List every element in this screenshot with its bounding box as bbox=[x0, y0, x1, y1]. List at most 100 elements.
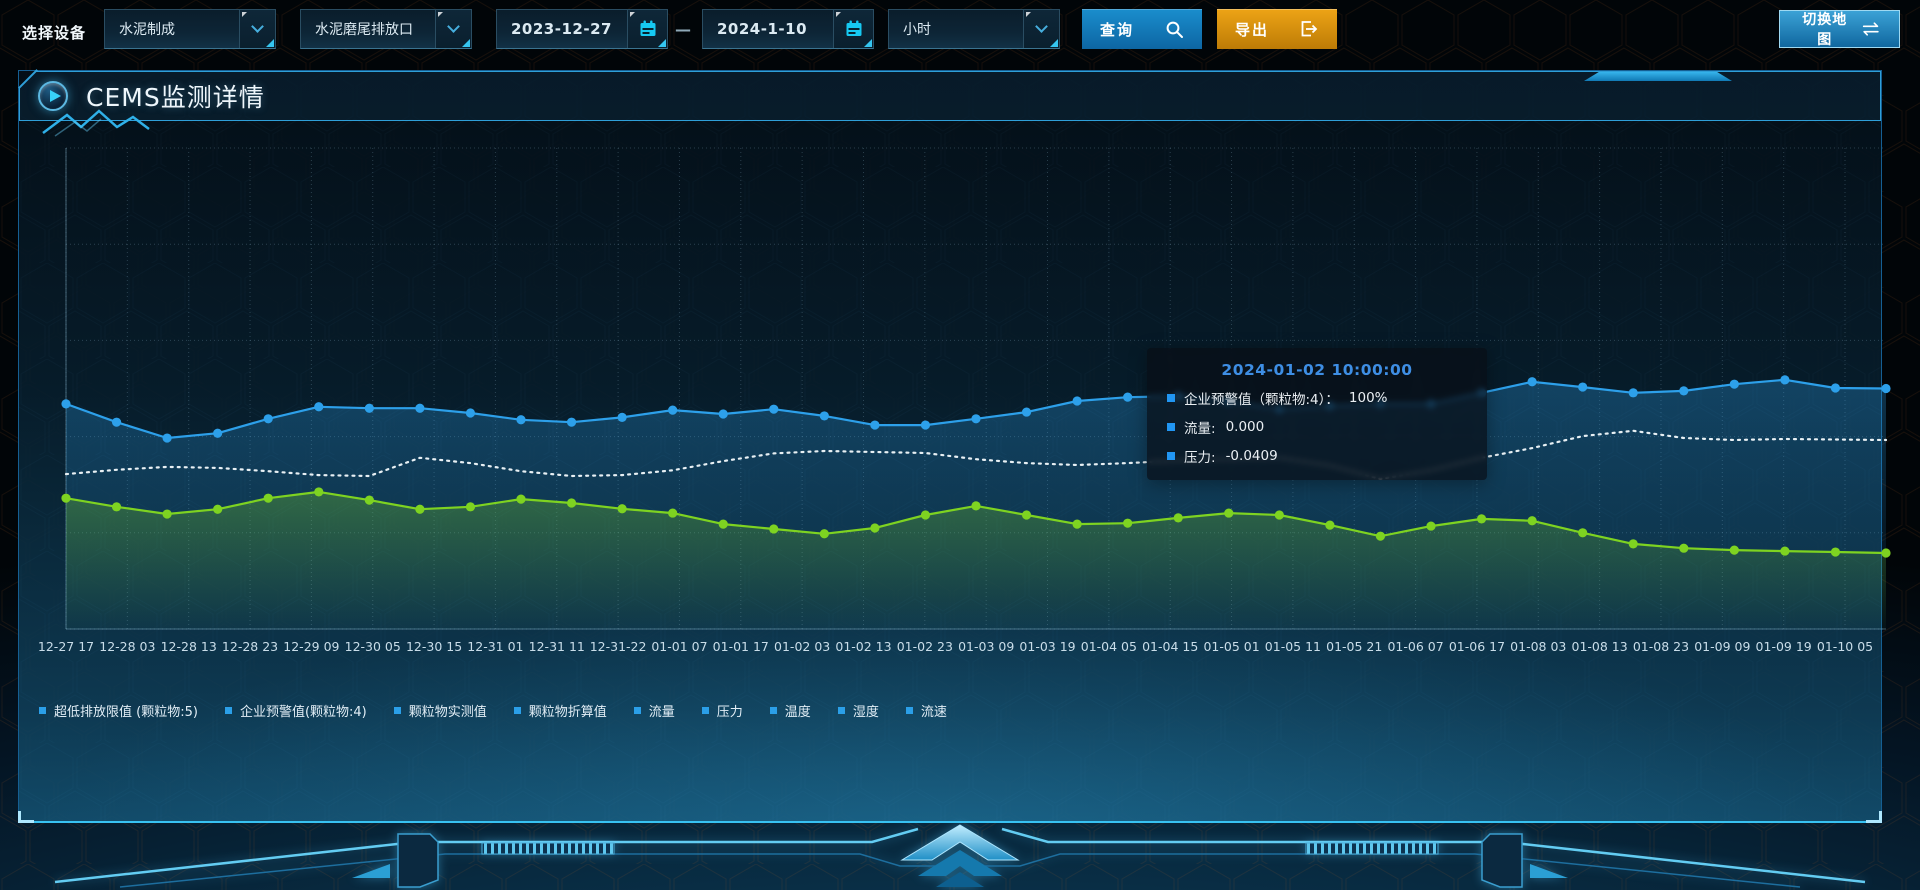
data-point[interactable] bbox=[971, 414, 981, 424]
data-point[interactable] bbox=[1375, 399, 1386, 409]
data-point[interactable] bbox=[819, 411, 829, 421]
data-point[interactable] bbox=[1780, 546, 1790, 556]
query-button[interactable]: 查询 bbox=[1082, 9, 1202, 49]
data-point[interactable] bbox=[1173, 513, 1183, 523]
data-point[interactable] bbox=[920, 420, 931, 430]
data-point[interactable] bbox=[566, 498, 577, 508]
data-point[interactable] bbox=[920, 510, 931, 520]
series-line-流量[interactable] bbox=[64, 429, 1888, 480]
data-point[interactable] bbox=[1021, 510, 1032, 520]
outlet-select[interactable]: 水泥磨尾排放口 bbox=[300, 9, 472, 49]
data-point[interactable] bbox=[516, 415, 526, 425]
data-point[interactable] bbox=[415, 403, 425, 413]
play-icon[interactable] bbox=[38, 81, 68, 111]
data-point[interactable] bbox=[263, 414, 273, 424]
data-point[interactable] bbox=[1274, 510, 1284, 520]
data-point[interactable] bbox=[1072, 519, 1082, 529]
data-point[interactable] bbox=[1830, 547, 1841, 557]
legend-item[interactable]: 企业预警值(颗粒物:4) bbox=[224, 701, 367, 720]
data-point[interactable] bbox=[61, 493, 71, 503]
data-point[interactable] bbox=[314, 402, 324, 412]
legend-item[interactable]: 流量 bbox=[633, 701, 675, 720]
data-point[interactable] bbox=[1628, 388, 1638, 398]
interval-dropdown-toggle[interactable] bbox=[1023, 10, 1059, 48]
data-point[interactable] bbox=[1375, 531, 1386, 541]
data-point[interactable] bbox=[870, 420, 880, 430]
data-point[interactable] bbox=[111, 502, 122, 512]
legend-item[interactable]: 湿度 bbox=[837, 701, 879, 720]
legend-item[interactable]: 超低排放限值 (颗粒物:5) bbox=[39, 701, 198, 720]
data-point[interactable] bbox=[1325, 401, 1335, 411]
data-point[interactable] bbox=[1729, 545, 1739, 555]
data-point[interactable] bbox=[364, 495, 374, 505]
data-point[interactable] bbox=[162, 509, 172, 519]
legend-item[interactable]: 颗粒物实测值 bbox=[393, 701, 487, 720]
data-point[interactable] bbox=[1274, 404, 1284, 414]
end-date-picker[interactable]: 2024-1-10 bbox=[702, 9, 874, 49]
data-point[interactable] bbox=[566, 417, 577, 427]
data-point[interactable] bbox=[718, 409, 728, 419]
chart-area[interactable] bbox=[61, 147, 1891, 630]
data-point[interactable] bbox=[819, 529, 829, 539]
data-point[interactable] bbox=[1830, 383, 1841, 393]
legend-item[interactable]: 压力 bbox=[701, 701, 743, 720]
start-date-picker[interactable]: 2023-12-27 bbox=[496, 9, 668, 49]
data-point[interactable] bbox=[1780, 375, 1790, 385]
data-point[interactable] bbox=[718, 519, 728, 529]
data-point[interactable] bbox=[1224, 508, 1234, 518]
data-point[interactable] bbox=[1628, 539, 1638, 549]
data-point[interactable] bbox=[668, 508, 678, 518]
outlet-dropdown-toggle[interactable] bbox=[435, 10, 471, 48]
data-point[interactable] bbox=[1881, 548, 1891, 558]
data-point[interactable] bbox=[111, 417, 122, 427]
data-point[interactable] bbox=[1173, 391, 1183, 401]
data-point[interactable] bbox=[1123, 392, 1133, 402]
data-point[interactable] bbox=[1729, 379, 1739, 389]
data-point[interactable] bbox=[465, 502, 476, 512]
device-type-dropdown-toggle[interactable] bbox=[239, 10, 275, 48]
legend-item[interactable]: 流速 bbox=[905, 701, 947, 720]
interval-select[interactable]: 小时 bbox=[888, 9, 1060, 49]
end-date-calendar-toggle[interactable] bbox=[833, 10, 873, 48]
legend-item[interactable]: 颗粒物折算值 bbox=[513, 701, 607, 720]
data-point[interactable] bbox=[1072, 396, 1082, 406]
data-point[interactable] bbox=[1578, 382, 1588, 392]
data-point[interactable] bbox=[162, 433, 172, 443]
legend-item[interactable]: 温度 bbox=[769, 701, 811, 720]
data-point[interactable] bbox=[769, 404, 779, 414]
data-point[interactable] bbox=[1224, 396, 1234, 406]
data-point[interactable] bbox=[314, 487, 324, 497]
chart-plot[interactable] bbox=[61, 147, 1891, 630]
data-point[interactable] bbox=[617, 412, 627, 422]
data-point[interactable] bbox=[1325, 520, 1335, 530]
data-point[interactable] bbox=[465, 408, 476, 418]
data-point[interactable] bbox=[769, 524, 779, 534]
data-point[interactable] bbox=[1476, 388, 1487, 398]
start-date-calendar-toggle[interactable] bbox=[627, 10, 667, 48]
data-point[interactable] bbox=[1881, 383, 1891, 394]
data-point[interactable] bbox=[213, 504, 223, 514]
device-type-select[interactable]: 水泥制成 bbox=[104, 9, 276, 49]
switch-map-button[interactable]: 切换地图 bbox=[1779, 10, 1900, 48]
data-point[interactable] bbox=[1578, 528, 1588, 538]
export-button[interactable]: 导出 bbox=[1217, 9, 1337, 49]
data-point[interactable] bbox=[415, 504, 425, 514]
data-point[interactable] bbox=[1679, 543, 1689, 553]
data-point[interactable] bbox=[870, 523, 880, 533]
data-point[interactable] bbox=[516, 494, 526, 504]
data-point[interactable] bbox=[364, 403, 374, 413]
data-point[interactable] bbox=[1123, 518, 1133, 528]
data-point[interactable] bbox=[668, 405, 678, 415]
data-point[interactable] bbox=[971, 501, 981, 511]
data-point[interactable] bbox=[1527, 377, 1537, 387]
data-point[interactable] bbox=[1476, 514, 1487, 524]
data-point[interactable] bbox=[263, 493, 273, 503]
data-point[interactable] bbox=[61, 399, 71, 409]
data-point[interactable] bbox=[1426, 399, 1436, 409]
data-point[interactable] bbox=[1021, 407, 1032, 417]
data-point[interactable] bbox=[617, 504, 627, 514]
data-point[interactable] bbox=[1426, 521, 1436, 531]
data-point[interactable] bbox=[213, 428, 223, 438]
data-point[interactable] bbox=[1679, 386, 1689, 396]
data-point[interactable] bbox=[1527, 516, 1537, 526]
